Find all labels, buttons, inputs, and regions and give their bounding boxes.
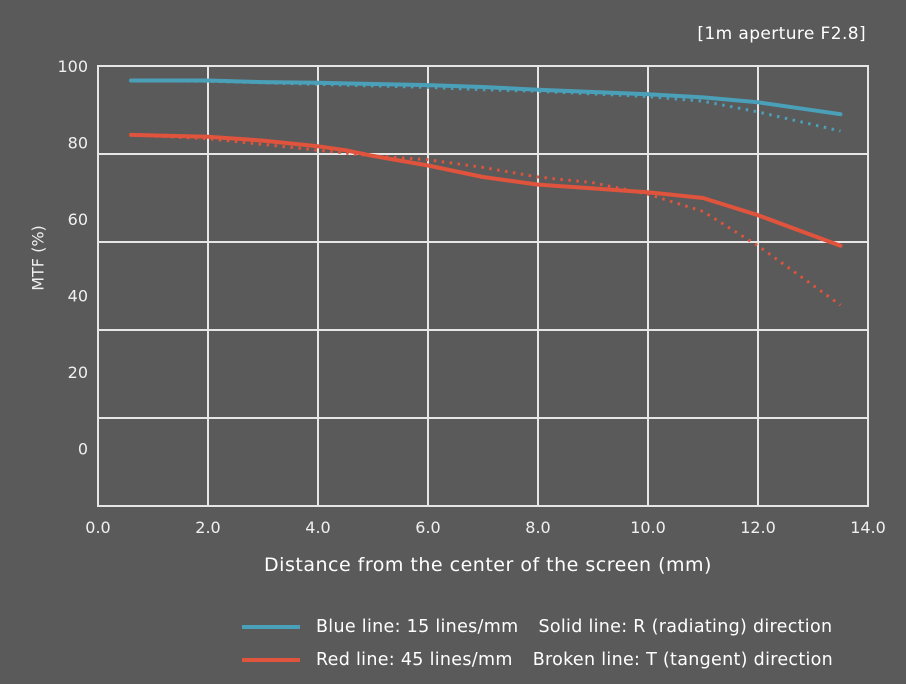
y-tick-label: 80 (68, 134, 88, 153)
series-line-blue-dotted (130, 79, 841, 133)
y-axis-ticks: 100 80 60 40 20 0 (57, 57, 88, 459)
series-line-blue-solid (129, 78, 843, 117)
plot-frame (97, 65, 869, 507)
legend-swatch-red (242, 657, 300, 662)
legend-swatch-blue (242, 624, 300, 629)
series-line-red-dotted (130, 133, 842, 307)
y-tick-label: 60 (68, 210, 88, 229)
x-axis-ticks: 0.0 2.0 4.0 6.0 8.0 10.0 12.0 14.0 (85, 518, 886, 537)
chart-grid (97, 65, 869, 507)
y-tick-label: 100 (57, 57, 88, 76)
legend-label-red: Red line: 45 lines/mm (316, 649, 513, 670)
y-tick-label: 0 (78, 440, 88, 459)
chart-caption: [1m aperture F2.8] (697, 24, 866, 44)
legend-label-blue: Blue line: 15 lines/mm (316, 616, 519, 637)
legend-note-broken: Broken line: T (tangent) direction (532, 649, 834, 670)
x-tick-label: 0.0 (85, 518, 110, 537)
x-axis-label: Distance from the center of the screen (… (264, 554, 712, 576)
x-tick-label: 14.0 (850, 518, 886, 537)
chart-series (129, 78, 843, 307)
chart-legend: Blue line: 15 lines/mm Solid line: R (ra… (242, 610, 833, 676)
legend-row-red: Red line: 45 lines/mm Broken line: T (ta… (242, 643, 833, 676)
x-tick-label: 4.0 (305, 518, 330, 537)
legend-note-solid: Solid line: R (radiating) direction (538, 616, 833, 637)
x-tick-label: 12.0 (740, 518, 776, 537)
x-tick-label: 2.0 (195, 518, 220, 537)
x-tick-label: 8.0 (525, 518, 550, 537)
x-tick-label: 6.0 (415, 518, 440, 537)
series-line-red-solid (129, 132, 843, 248)
y-axis-label: MTF (%) (28, 225, 48, 291)
y-tick-label: 20 (68, 363, 88, 382)
legend-row-blue: Blue line: 15 lines/mm Solid line: R (ra… (242, 610, 833, 643)
x-tick-label: 10.0 (630, 518, 666, 537)
y-tick-label: 40 (68, 287, 88, 306)
